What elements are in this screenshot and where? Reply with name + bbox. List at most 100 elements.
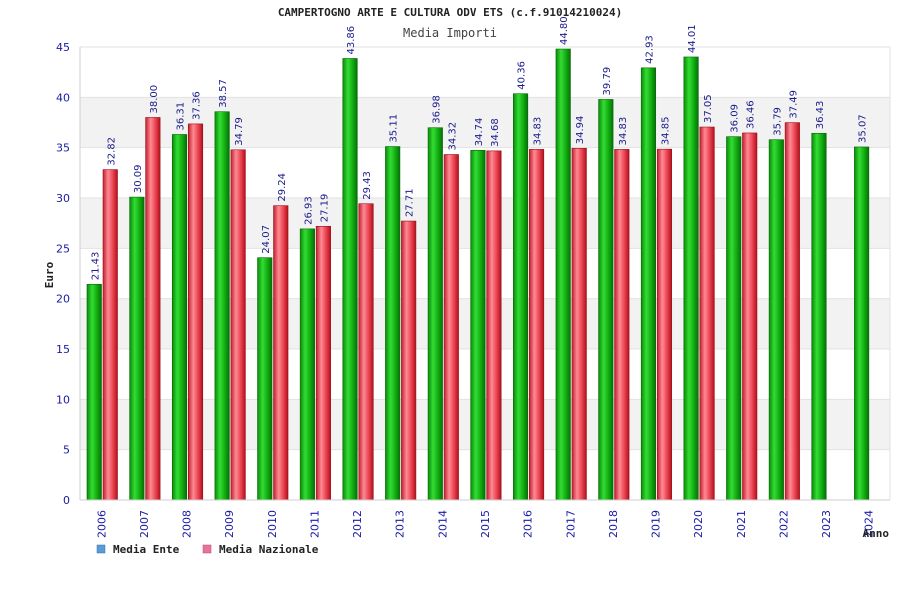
bar-media-nazionale (529, 149, 545, 501)
data-label-media-ente: 36.43 (815, 101, 826, 130)
bar-media-ente (470, 149, 486, 501)
data-label-media-ente: 39.79 (602, 67, 613, 96)
bar-media-nazionale (784, 122, 800, 501)
data-label-media-ente: 36.31 (176, 102, 187, 131)
legend: Media Ente Media Nazionale (96, 543, 319, 556)
x-tick-label: 2015 (479, 510, 492, 538)
x-tick-label: 2009 (223, 510, 236, 538)
x-tick-label: 2019 (650, 510, 663, 538)
bar-media-ente (385, 146, 401, 501)
bar-media-nazionale (102, 169, 118, 501)
data-label-media-ente: 34.74 (474, 118, 485, 147)
data-label-media-ente: 26.93 (303, 196, 314, 225)
data-label-media-nazionale: 29.43 (362, 171, 373, 200)
y-tick-label: 0 (63, 494, 70, 507)
data-label-media-nazionale: 37.49 (788, 90, 799, 119)
data-label-media-nazionale: 34.79 (234, 117, 245, 146)
x-tick-label: 2012 (351, 510, 364, 538)
data-label-media-nazionale: 29.24 (277, 173, 288, 202)
y-tick-label: 30 (56, 192, 70, 205)
data-label-media-nazionale: 34.32 (447, 122, 458, 151)
data-label-media-nazionale: 34.68 (490, 118, 501, 147)
y-tick-label: 45 (56, 41, 70, 54)
y-tick-label: 40 (56, 91, 70, 104)
y-tick-label: 15 (56, 343, 70, 356)
data-label-media-ente: 43.86 (346, 26, 357, 55)
bar-media-nazionale (230, 149, 246, 501)
x-tick-label: 2010 (266, 510, 279, 538)
x-tick-label: 2011 (308, 510, 321, 538)
bar-media-nazionale (656, 148, 673, 501)
bar-media-nazionale (358, 203, 374, 501)
plot-band (80, 47, 890, 98)
data-labels-group: 21.43 32.82 30.09 38.00 36.31 37.36 38.57 34.79… (90, 16, 868, 280)
bar-media-ente (299, 228, 315, 501)
bar-media-ente (427, 127, 443, 501)
bar-media-nazionale (273, 205, 289, 501)
y-axis-title: Euro (43, 261, 56, 288)
x-tick-label: 2023 (820, 510, 833, 538)
bar-media-nazionale (742, 132, 758, 501)
bar-media-ente (598, 99, 614, 501)
bar-media-ente (768, 139, 784, 501)
data-label-media-ente: 36.98 (431, 95, 442, 124)
x-tick-label: 2007 (138, 510, 151, 538)
legend-label-media-nazionale: Media Nazionale (219, 543, 319, 556)
y-tick-label: 35 (56, 142, 70, 155)
bar-media-ente (854, 146, 870, 501)
data-label-media-nazionale: 32.82 (106, 137, 117, 166)
x-tick-label: 2018 (607, 510, 620, 538)
bar-media-ente (257, 257, 273, 501)
bar-media-nazionale (401, 220, 417, 501)
chart-subtitle: Media Importi (403, 26, 497, 40)
legend-label-media-ente: Media Ente (113, 543, 180, 556)
data-label-media-nazionale: 38.00 (149, 85, 160, 114)
data-label-media-ente: 40.36 (517, 61, 528, 90)
bar-media-ente (342, 58, 358, 501)
x-tick-label: 2008 (181, 510, 194, 538)
data-label-media-ente: 38.57 (218, 79, 229, 108)
x-tick-label: 2014 (436, 510, 449, 538)
y-tick-label: 25 (56, 242, 70, 255)
x-axis-title: Anno (863, 527, 890, 540)
data-label-media-nazionale: 37.36 (192, 91, 203, 120)
axes-group: 0 5 10 15 20 25 30 35 40 45 2006 2007 2008 2009 2010 20… (56, 41, 891, 538)
bar-media-nazionale (571, 147, 587, 501)
bar-media-ente (555, 48, 571, 501)
data-label-media-ente: 44.80 (559, 16, 570, 45)
data-label-media-nazionale: 36.46 (746, 100, 757, 129)
legend-swatch-media-ente (96, 544, 106, 554)
bar-media-nazionale (614, 149, 630, 501)
bars-group (86, 48, 870, 501)
chart-title: CAMPERTOGNO ARTE E CULTURA ODV ETS (c.f.… (278, 6, 622, 19)
bar-media-ente (129, 196, 145, 501)
data-label-media-ente: 42.93 (644, 35, 655, 64)
x-tick-label: 2006 (95, 510, 108, 538)
data-label-media-nazionale: 34.85 (660, 117, 671, 146)
bar-media-nazionale (486, 150, 502, 501)
legend-swatch-media-nazionale (202, 544, 212, 554)
x-tick-label: 2013 (394, 510, 407, 538)
x-tick-label: 2022 (777, 510, 790, 538)
bar-media-ente (683, 56, 699, 501)
bar-media-ente (726, 136, 742, 501)
bar-media-nazionale (443, 154, 459, 501)
bar-media-ente (214, 111, 230, 501)
bar-media-nazionale (315, 225, 331, 501)
data-label-media-ente: 35.07 (858, 114, 869, 143)
x-tick-label: 2024 (863, 510, 876, 538)
bar-media-ente (86, 283, 102, 501)
bar-media-nazionale (699, 126, 715, 501)
x-tick-label: 2017 (564, 510, 577, 538)
data-label-media-ente: 35.11 (389, 114, 400, 143)
x-tick-label: 2020 (692, 510, 705, 538)
bar-media-nazionale (187, 123, 204, 501)
data-label-media-ente: 35.79 (772, 107, 783, 136)
data-label-media-nazionale: 27.71 (405, 188, 416, 217)
data-label-media-nazionale: 37.05 (703, 94, 714, 123)
data-label-media-nazionale: 34.94 (575, 116, 586, 145)
x-tick-label: 2016 (522, 510, 535, 538)
bar-media-ente (171, 134, 188, 501)
